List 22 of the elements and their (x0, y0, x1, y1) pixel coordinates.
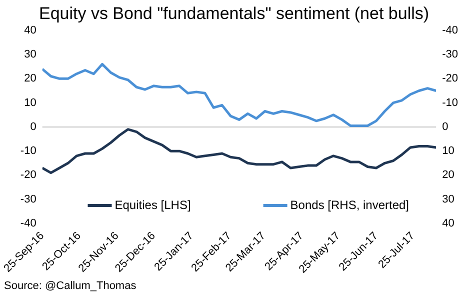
y-tick-label: 20 (24, 72, 36, 85)
y-tick-label: -20 (20, 169, 36, 182)
y-tick-label: 30 (24, 48, 36, 61)
y-tick-label: 10 (24, 96, 36, 109)
chart-title: Equity vs Bond "fundamentals" sentiment (net bulls) (38, 4, 430, 23)
y2-tick-label: -10 (442, 96, 458, 109)
y2-tick-label: 10 (442, 145, 454, 158)
y2-tick-label: -30 (442, 48, 458, 61)
y-tick-label: -30 (20, 193, 36, 206)
y-tick-label: 40 (24, 24, 36, 36)
y2-tick-label: 30 (442, 193, 454, 206)
y-tick-label: -10 (20, 145, 36, 158)
y2-tick-label: -40 (442, 24, 458, 36)
y2-tick-label: -20 (442, 72, 458, 85)
y2-tick-label: 20 (442, 169, 454, 182)
legend-label: Equities [LHS] (114, 198, 191, 212)
y2-tick-label: 40 (442, 218, 454, 230)
source-note: Source: @Callum_Thomas (4, 280, 136, 292)
y-tick-label: -40 (20, 218, 36, 230)
legend-label: Bonds [RHS, inverted] (290, 198, 410, 212)
y2-tick-label: 0 (442, 120, 448, 133)
y-tick-label: 0 (30, 120, 36, 133)
